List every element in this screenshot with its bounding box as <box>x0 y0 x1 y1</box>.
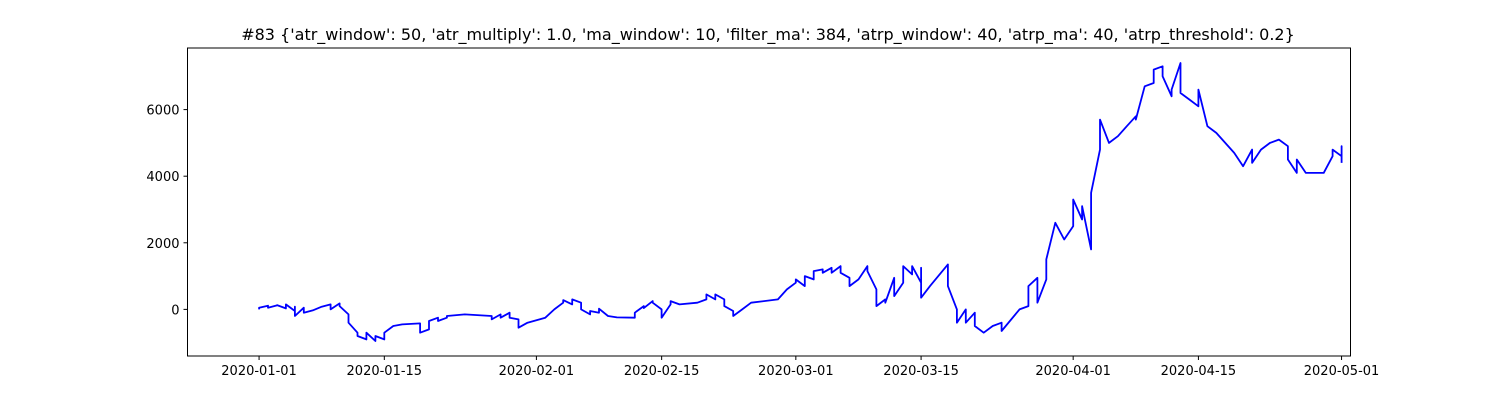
x-tick-label: 2020-01-15 <box>347 364 423 379</box>
y-tick-label: 4000 <box>146 170 179 185</box>
plot-frame <box>187 47 1351 357</box>
y-tick-label: 2000 <box>146 237 179 252</box>
x-tick-label: 2020-05-01 <box>1304 364 1380 379</box>
chart-title: #83 {'atr_window': 50, 'atr_multiply': 1… <box>241 25 1295 45</box>
x-tick-label: 2020-01-01 <box>221 364 297 379</box>
y-tick-label: 6000 <box>146 104 179 119</box>
x-tick-label: 2020-02-01 <box>499 364 575 379</box>
x-tick-label: 2020-04-01 <box>1035 364 1111 379</box>
x-tick-label: 2020-04-15 <box>1161 364 1237 379</box>
x-tick-label: 2020-02-15 <box>624 364 700 379</box>
x-tick-label: 2020-03-15 <box>883 364 959 379</box>
y-tick-label: 0 <box>171 303 179 318</box>
x-tick-label: 2020-03-01 <box>758 364 834 379</box>
series-line <box>258 62 1343 342</box>
chart-marks: 2020-01-01 2020-01-15 2020-02-01 2020-02-15… <box>146 62 1380 379</box>
